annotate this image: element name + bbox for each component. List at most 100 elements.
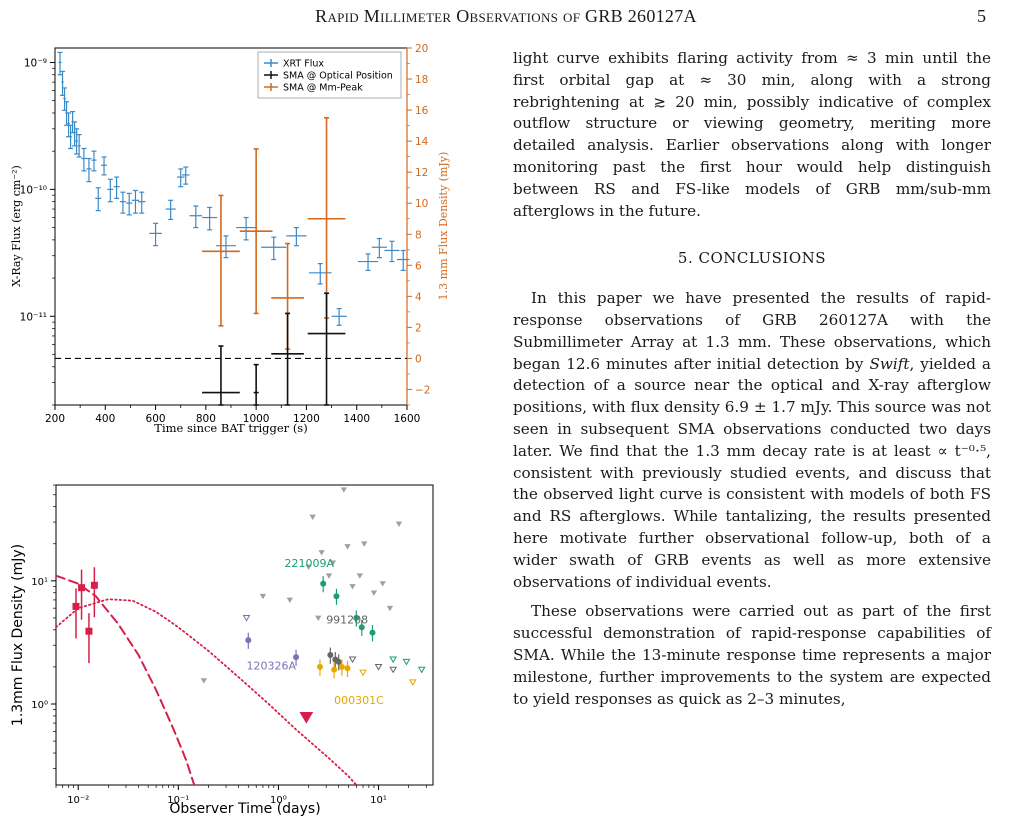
xrt-point [149, 222, 162, 247]
sma-opt-point [307, 292, 346, 406]
xrt-point [76, 134, 82, 158]
fig2-plot-frame [55, 484, 434, 786]
xrt-point [57, 51, 63, 76]
upper-limit-marker [299, 711, 314, 724]
background-upper-limit [315, 615, 322, 621]
background-upper-limit [259, 593, 267, 600]
fig1-y-axis-label-right: 1.3 mm Flux Density (mJy) [437, 152, 450, 301]
fig1-y-right-tick-label: 8 [415, 229, 422, 241]
detection-marker [72, 602, 80, 610]
detection-marker [85, 627, 93, 635]
xrt-point [95, 187, 102, 212]
background-upper-limit [329, 560, 337, 566]
series-991208 [327, 647, 398, 674]
background-upper-limit [286, 597, 294, 603]
running-title: Rapid Millimeter Observations of GRB 260… [315, 6, 697, 26]
fig1-y-right-tick-label: 0 [415, 353, 422, 365]
xrt-point [202, 206, 218, 231]
detection-marker [344, 665, 351, 672]
sma-opt-point [271, 312, 304, 406]
xrt-point [215, 235, 237, 259]
upper-limit-marker [374, 664, 383, 671]
legend-label: SMA @ Mm-Peak [283, 83, 363, 94]
fig1-y-right-tick-label: 10 [415, 198, 428, 210]
background-upper-limit [349, 584, 356, 590]
series-label-221009a: 221009A [285, 557, 335, 570]
background-upper-limit [395, 521, 403, 527]
detection-marker [316, 663, 323, 670]
xrt-point [165, 199, 176, 221]
detection-marker [245, 637, 252, 644]
detection-marker [320, 580, 327, 587]
body-text-column: light curve exhibits flaring activity fr… [513, 48, 991, 710]
series-label-991208: 991208 [326, 614, 368, 627]
upper-limit-marker [389, 656, 398, 664]
fig1-x-tick-label: 1000 [243, 413, 270, 425]
xrt-point [86, 157, 92, 183]
conclusions-paragraph-1-a: In this paper we have presented the resu… [513, 289, 991, 373]
xrt-point [81, 147, 87, 172]
xrt-point [137, 191, 146, 214]
fig2-background-upper-limits [200, 487, 403, 684]
xrt-point [131, 189, 140, 214]
fig1-left-axis: 10⁻⁹ 10⁻¹⁰ 10⁻¹¹ [20, 57, 55, 406]
xrt-point [107, 178, 114, 203]
fig1-y-right-tick-label: 2 [415, 322, 422, 334]
fig1-x-tick-label: 1400 [343, 413, 370, 425]
background-upper-limit [356, 573, 363, 579]
sma-opt-point [202, 345, 240, 406]
conclusions-paragraph-1-b: , yielded a detection of a source near t… [513, 354, 991, 591]
background-upper-limit [318, 550, 325, 556]
fig2-x-axis-label: Observer Time (days) [169, 801, 320, 817]
fig2-axes: 10⁻² 10⁻¹ 10⁰ 10¹ 10⁰ 10¹ [31, 484, 427, 806]
background-upper-limit [200, 678, 208, 684]
xrt-point [371, 237, 387, 259]
upper-limit-marker [348, 656, 357, 664]
background-upper-limit [361, 541, 368, 547]
fig2-y-tick-label: 10⁰ [31, 700, 48, 711]
fig2-y-tick-label: 10¹ [31, 577, 48, 588]
fig1-y-right-tick-label: 18 [415, 74, 428, 86]
xrt-point [74, 128, 80, 155]
detection-marker [327, 651, 334, 658]
series-000301c [316, 659, 417, 687]
xrt-point [396, 249, 410, 271]
mm-comparison-lightcurve-figure: 10⁻² 10⁻¹ 10⁰ 10¹ 10⁰ 10¹ 221009A 991208 120326… [10, 484, 434, 817]
sma-peak-point [307, 117, 346, 319]
xrt-point [91, 150, 97, 172]
background-upper-limit [309, 514, 316, 521]
fig1-y-right-tick-label: 20 [415, 43, 428, 55]
upper-limit-marker [417, 666, 426, 674]
detection-marker [369, 629, 376, 636]
series-label-000301c: 000301C [334, 694, 384, 707]
fig1-y-right-tick-label: 6 [415, 260, 422, 272]
fig1-x-tick-label: 600 [146, 413, 166, 425]
detection-marker [293, 654, 300, 661]
series-grb-260127a [72, 567, 314, 724]
detection-marker [353, 614, 360, 621]
conclusions-paragraph-2: These observations were carried out as p… [513, 602, 991, 708]
fig1-x-tick-label: 1200 [293, 413, 320, 425]
fig1-x-tick-label: 400 [95, 413, 115, 425]
background-upper-limit [370, 590, 378, 596]
detection-marker [358, 624, 365, 631]
sma-optical-position-series [202, 292, 346, 406]
upper-limit-marker [408, 679, 417, 687]
detection-marker [90, 581, 98, 589]
xrt-flux-series [57, 51, 410, 326]
fig1-x-axis: 200 400 600 800 1000 1200 1400 1600 [45, 405, 420, 425]
series-120326a [242, 615, 300, 666]
upper-limit-marker [359, 669, 367, 677]
xrt-point [308, 263, 332, 285]
detection-marker [78, 584, 86, 592]
legend-label: XRT Flux [283, 59, 324, 70]
background-upper-limit [340, 487, 347, 493]
continued-paragraph: light curve exhibits flaring activity fr… [513, 49, 991, 220]
xrt-point [189, 205, 203, 229]
xrt-point [261, 236, 287, 261]
xrt-point [68, 124, 74, 150]
fig1-x-tick-label: 200 [45, 413, 65, 425]
detection-marker [331, 666, 338, 673]
xrt-point [126, 192, 133, 216]
background-upper-limit [325, 573, 333, 579]
